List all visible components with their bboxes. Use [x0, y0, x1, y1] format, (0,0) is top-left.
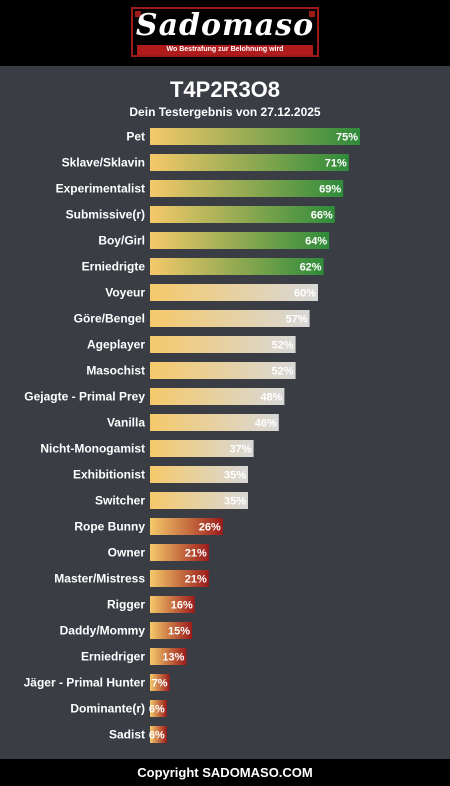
category-label: Master/Mistress [54, 572, 145, 586]
page-title: T4P2R3O8 [169, 77, 281, 102]
bar [150, 128, 360, 145]
value-label: 75% [336, 132, 358, 144]
bar [150, 362, 296, 379]
bar [150, 726, 167, 743]
category-label: Rigger [107, 598, 145, 612]
value-label: 26% [199, 522, 221, 534]
value-label: 6% [149, 704, 165, 716]
value-label: 52% [272, 340, 294, 352]
category-label: Submissive(r) [66, 208, 145, 222]
bar [150, 440, 254, 457]
category-label: Jäger - Primal Hunter [24, 676, 146, 690]
bar [150, 336, 296, 353]
value-label: 69% [319, 184, 341, 196]
value-label: 52% [272, 366, 294, 378]
bar [150, 180, 344, 197]
value-label: 60% [294, 288, 316, 300]
value-label: 15% [168, 626, 190, 638]
value-label: 71% [325, 158, 347, 170]
category-label: Masochist [86, 364, 145, 378]
category-label: Experimentalist [56, 182, 145, 196]
value-label: 21% [185, 574, 207, 586]
value-label: 35% [224, 496, 246, 508]
value-label: 66% [311, 210, 333, 222]
category-label: Exhibitionist [73, 468, 145, 482]
category-label: Sklave/Sklavin [62, 156, 145, 170]
category-label: Switcher [95, 494, 145, 508]
bar [150, 310, 310, 327]
value-label: 16% [171, 600, 193, 612]
category-label: Erniedrigte [82, 260, 146, 274]
bar [150, 544, 209, 561]
value-label: 7% [152, 678, 168, 690]
bar [150, 622, 192, 639]
category-label: Gejagte - Primal Prey [24, 390, 145, 404]
category-label: Owner [108, 546, 146, 560]
bar [150, 492, 248, 509]
category-label: Ageplayer [87, 338, 145, 352]
bar [150, 570, 209, 587]
site-logo[interactable]: Sadomaso Wo Bestrafung zur Belohnung wir… [131, 7, 319, 57]
bar [150, 206, 335, 223]
header-bar: Sadomaso Wo Bestrafung zur Belohnung wir… [0, 0, 450, 66]
value-label: 62% [300, 262, 322, 274]
category-label: Göre/Bengel [74, 312, 145, 326]
value-label: 37% [230, 444, 252, 456]
footer: Copyright SADOMASO.COM [0, 759, 450, 786]
category-label: Voyeur [105, 286, 145, 300]
bar [150, 154, 349, 171]
value-label: 57% [286, 314, 308, 326]
category-label: Boy/Girl [98, 234, 145, 248]
bar [150, 518, 223, 535]
value-label: 21% [185, 548, 207, 560]
category-label: Dominante(r) [70, 702, 145, 716]
bar [150, 466, 248, 483]
copyright-text: Copyright SADOMASO.COM [137, 765, 313, 780]
category-label: Rope Bunny [74, 520, 145, 534]
value-label: 6% [149, 730, 165, 742]
bar [150, 232, 330, 249]
value-label: 46% [255, 418, 277, 430]
bar [150, 388, 285, 405]
category-label: Nicht-Monogamist [40, 442, 145, 456]
bar [150, 414, 279, 431]
bar [150, 596, 195, 613]
category-label: Sadist [109, 728, 145, 742]
value-label: 13% [162, 652, 184, 664]
category-label: Erniedriger [81, 650, 145, 664]
page-subtitle: Dein Testergebnis von 27.12.2025 [129, 105, 321, 119]
logo-tagline: Wo Bestrafung zur Belohnung wird [137, 45, 313, 55]
category-label: Pet [126, 130, 145, 144]
value-label: 64% [305, 236, 327, 248]
bar [150, 258, 324, 275]
bar [150, 648, 187, 665]
category-label: Vanilla [107, 416, 145, 430]
value-label: 35% [224, 470, 246, 482]
bar [150, 284, 318, 301]
bar [150, 674, 170, 691]
value-label: 48% [260, 392, 282, 404]
category-label: Daddy/Mommy [60, 624, 146, 638]
bar [150, 700, 167, 717]
logo-text: Sadomaso [135, 8, 315, 43]
